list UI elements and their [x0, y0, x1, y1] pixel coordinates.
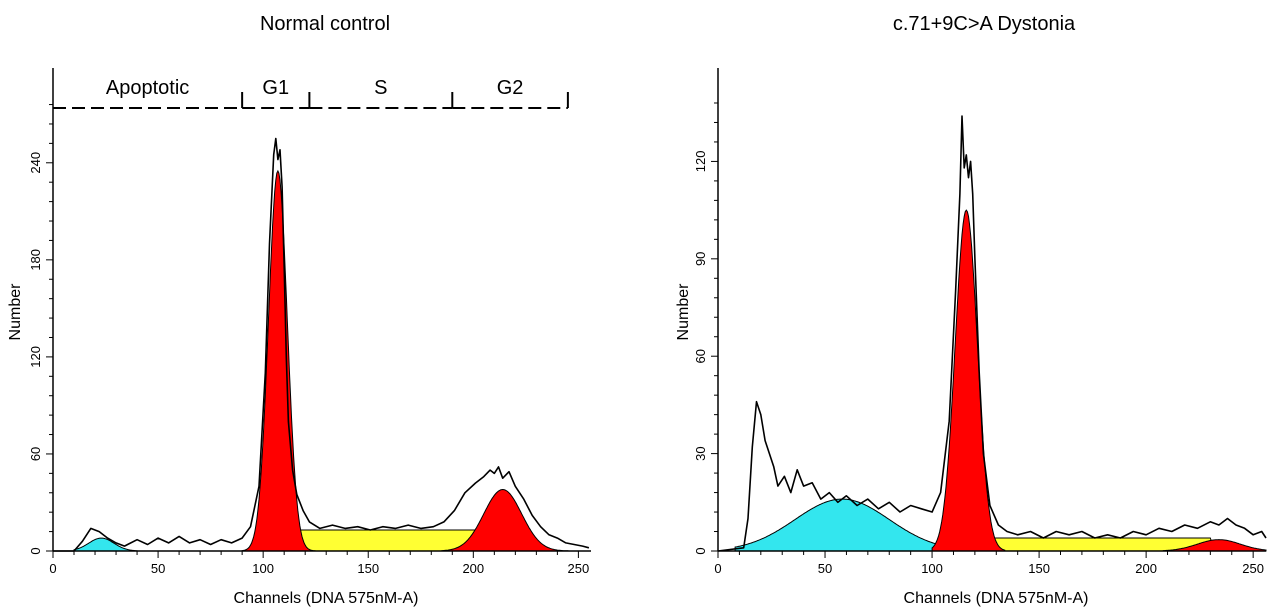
chart-title: Normal control	[260, 13, 390, 35]
y-tick-label: 90	[693, 252, 708, 266]
x-tick-label: 100	[252, 561, 274, 576]
x-axis-title: Channels (DNA 575nM-A)	[234, 590, 419, 607]
x-tick-label: 250	[568, 561, 590, 576]
histogram-trace	[717, 115, 1267, 552]
g2-component-area	[441, 488, 569, 552]
y-tick-label: 120	[28, 346, 43, 368]
normal-control-panel: Normal control 0 50 100 150 200 250 0 60 120 180 2…	[7, 13, 591, 607]
y-tick-label: 60	[693, 349, 708, 363]
y-tick-label: 120	[693, 151, 708, 173]
y-tick-label: 0	[693, 547, 708, 554]
gate-label: G1	[262, 77, 289, 99]
g1-component-area	[931, 209, 1006, 552]
y-tick-label: 30	[693, 446, 708, 460]
x-tick-label: 200	[462, 561, 484, 576]
plot-area: 0 50 100 150 200 250 0 60 120 180 240 Apoptotic G1 S G…	[28, 68, 591, 576]
g1-component-area	[241, 169, 317, 552]
x-tick-label: 50	[818, 561, 832, 576]
y-tick-label: 60	[28, 447, 43, 461]
gate-label: S	[374, 77, 387, 99]
x-tick-label: 0	[714, 561, 721, 576]
x-tick-label: 150	[357, 561, 379, 576]
x-tick-label: 100	[921, 561, 943, 576]
gate-label: Apoptotic	[106, 77, 189, 99]
y-tick-label: 240	[28, 152, 43, 174]
x-tick-label: 150	[1028, 561, 1050, 576]
x-tick-label: 200	[1135, 561, 1157, 576]
g2-component-area	[1162, 539, 1267, 552]
histogram-trace	[53, 137, 590, 552]
x-tick-label: 250	[1242, 561, 1264, 576]
apoptotic-component-area	[73, 537, 138, 552]
y-tick-label: 180	[28, 249, 43, 271]
x-axis-title: Channels (DNA 575nM-A)	[904, 590, 1089, 607]
x-tick-label: 0	[49, 561, 56, 576]
y-tick-label: 0	[28, 547, 43, 554]
y-axis-title: Number	[7, 283, 24, 341]
y-axis-title: Number	[675, 283, 692, 341]
dystonia-panel: c.71+9C>A Dystonia 0 50 100 150 200 250 0 30 60 9…	[675, 13, 1267, 607]
gate-label: G2	[497, 77, 524, 99]
chart-title: c.71+9C>A Dystonia	[893, 13, 1076, 35]
x-tick-label: 50	[151, 561, 165, 576]
plot-area: 0 50 100 150 200 250 0 30 60 90 120	[693, 68, 1267, 576]
apoptotic-component-area	[734, 498, 937, 552]
